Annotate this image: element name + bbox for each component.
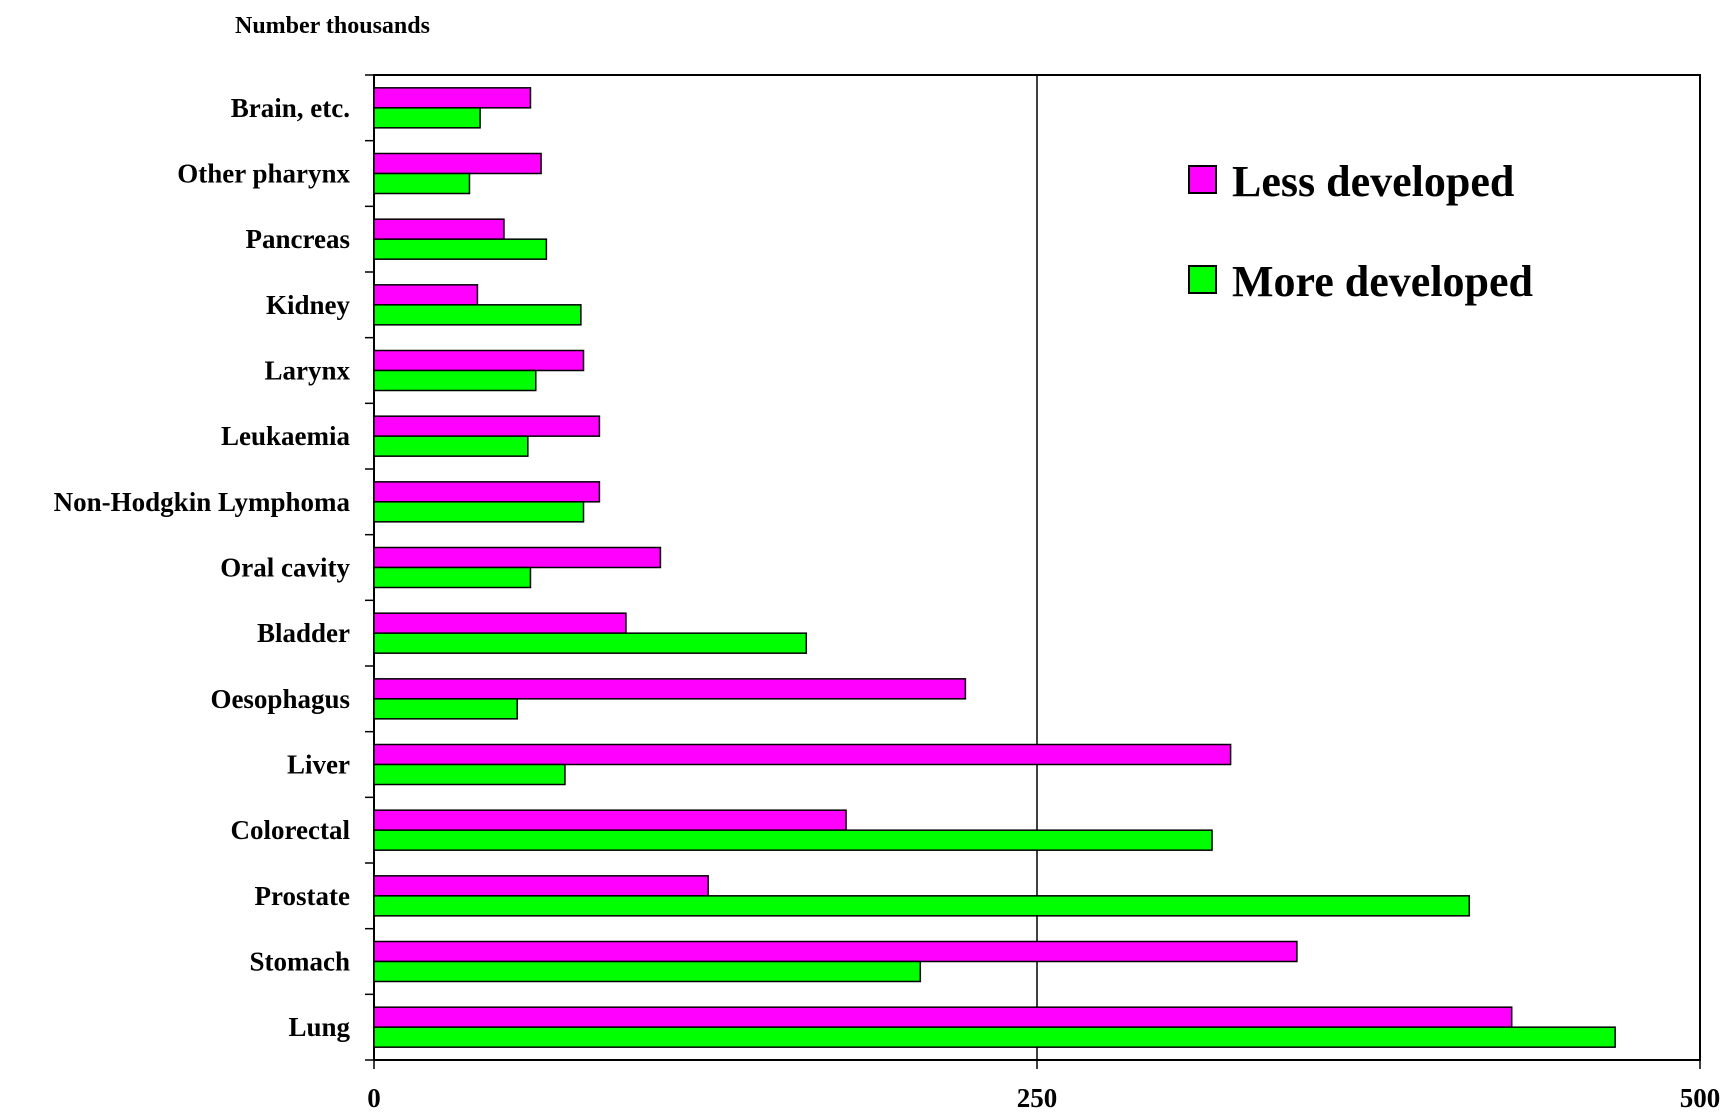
bar-less-developed	[373, 152, 542, 175]
bar-less-developed	[373, 743, 1232, 766]
bar-more-developed	[373, 829, 1213, 851]
category-label: Lung	[288, 1012, 350, 1042]
category-label: Larynx	[264, 356, 350, 386]
bar-more-developed	[373, 172, 471, 195]
category-labels: Brain, etc. Other pharynx Pancreas Kidney La…	[54, 93, 351, 1042]
category-label: Oral cavity	[220, 553, 350, 583]
bar-less-developed	[373, 284, 479, 306]
bar-more-developed	[373, 304, 582, 326]
bar-less-developed	[373, 415, 601, 437]
bar-less-developed	[373, 218, 505, 240]
bar-more-developed	[373, 895, 1471, 917]
bar-more-developed	[373, 107, 481, 129]
legend: Less developed More developed	[1188, 157, 1533, 306]
bar-more-developed	[373, 501, 585, 523]
legend-label: Less developed	[1232, 157, 1514, 206]
bar-less-developed	[373, 1006, 1513, 1028]
category-label: Liver	[287, 750, 350, 780]
category-label: Stomach	[250, 947, 351, 977]
bar-less-developed	[373, 678, 967, 700]
bar-more-developed	[373, 960, 922, 983]
bar-more-developed	[373, 698, 518, 720]
bar-more-developed	[373, 238, 548, 260]
bar-more-developed	[373, 763, 566, 786]
bar-less-developed	[373, 87, 532, 109]
category-label: Prostate	[255, 881, 350, 911]
bar-less-developed	[373, 612, 627, 634]
x-tick-label: 250	[1017, 1083, 1058, 1113]
category-label: Bladder	[257, 618, 350, 648]
bar-less-developed	[373, 349, 585, 372]
category-label: Brain, etc.	[231, 93, 350, 123]
legend-swatch	[1188, 265, 1217, 294]
bar-less-developed	[373, 481, 601, 503]
category-label: Non-Hodgkin Lymphoma	[54, 487, 351, 517]
category-label: Kidney	[266, 290, 351, 320]
category-label: Pancreas	[246, 224, 350, 254]
bar-less-developed	[373, 940, 1298, 963]
axis-ticks	[365, 74, 1701, 1069]
category-label: Other pharynx	[177, 159, 350, 189]
x-tick-label: 0	[367, 1083, 381, 1113]
x-tick-labels: 0 250 500	[367, 1083, 1720, 1113]
category-label: Colorectal	[231, 815, 351, 845]
bar-less-developed	[373, 809, 847, 831]
bar-more-developed	[373, 632, 808, 654]
legend-label: More developed	[1232, 257, 1533, 306]
bar-more-developed	[373, 369, 537, 392]
bar-more-developed	[373, 566, 532, 589]
bar-more-developed	[373, 435, 529, 457]
bar-less-developed	[373, 546, 662, 569]
bar-less-developed	[373, 875, 709, 897]
unit-label: Number thousands	[235, 13, 430, 39]
bars	[373, 87, 1616, 1048]
category-label: Leukaemia	[221, 421, 351, 451]
category-label: Oesophagus	[210, 684, 350, 714]
x-tick-label: 500	[1680, 1083, 1721, 1113]
legend-swatch	[1188, 165, 1217, 194]
bar-more-developed	[373, 1026, 1616, 1048]
